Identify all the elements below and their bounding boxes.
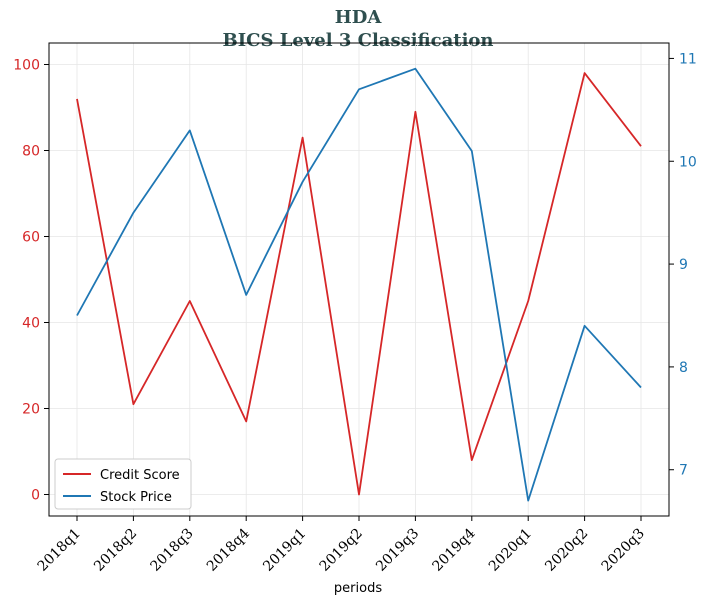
y-left-tick-label: 60 xyxy=(22,230,40,246)
y-right-tick-label: 9 xyxy=(679,257,688,273)
chart-subtitle: BICS Level 3 Classification xyxy=(222,30,493,51)
legend-label-stock-price: Stock Price xyxy=(100,490,172,505)
grid xyxy=(49,43,669,516)
x-tick-label: 2019q1 xyxy=(260,526,309,575)
x-tick-label: 2019q2 xyxy=(317,526,366,575)
series-lines xyxy=(76,67,642,502)
legend-label-credit-score: Credit Score xyxy=(100,468,180,483)
y-right-tick-label: 11 xyxy=(679,51,697,67)
y-left-tick-label: 100 xyxy=(13,58,40,74)
legend: Credit Score Stock Price xyxy=(54,458,192,510)
y-left-tick-label: 20 xyxy=(22,402,40,418)
x-tick-label: 2020q3 xyxy=(599,526,648,575)
x-axis-label: periods xyxy=(334,581,382,596)
plot-frame xyxy=(48,42,670,517)
y-right-tick-label: 10 xyxy=(679,154,697,170)
y-right-tick-label: 8 xyxy=(679,360,688,376)
x-tick-label: 2020q1 xyxy=(486,526,535,575)
x-tick-label: 2018q3 xyxy=(147,526,196,575)
y-left-tick-label: 40 xyxy=(22,316,40,332)
chart-title: HDA xyxy=(335,7,383,28)
x-tick-label: 2018q1 xyxy=(35,526,84,575)
series-line-stock-price xyxy=(76,67,642,502)
y-left-tick-label: 0 xyxy=(31,488,40,504)
y-right-tick-label: 7 xyxy=(679,463,688,479)
x-tick-label: 2018q4 xyxy=(204,525,253,574)
y-left-tick-label: 80 xyxy=(22,144,40,160)
x-tick-label: 2018q2 xyxy=(91,526,140,575)
x-tick-label: 2020q2 xyxy=(542,526,591,575)
x-tick-label: 2019q3 xyxy=(373,526,422,575)
x-tick-label: 2019q4 xyxy=(429,525,478,574)
